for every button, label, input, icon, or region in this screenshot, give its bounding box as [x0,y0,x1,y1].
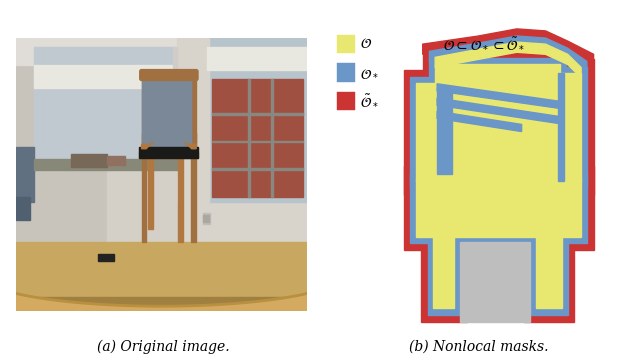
Bar [212,168,303,170]
Bar [173,47,177,165]
FancyBboxPatch shape [140,70,198,81]
Polygon shape [429,36,587,78]
Bar [191,74,196,147]
Polygon shape [141,142,152,149]
Bar [428,235,460,314]
Bar [207,47,307,70]
Polygon shape [437,111,522,131]
Bar [524,235,575,322]
Bar [421,235,467,322]
Bar [16,38,307,65]
Bar [212,79,303,197]
Bar [536,235,562,309]
Bar [337,92,355,110]
Polygon shape [185,142,196,149]
Bar [141,74,146,147]
Bar [107,156,125,165]
Bar [530,235,568,314]
Bar [416,179,581,237]
Text: (a) Original image.: (a) Original image. [97,339,230,354]
FancyBboxPatch shape [143,77,191,148]
Bar [429,58,566,187]
Bar [141,133,146,242]
Bar [212,140,303,142]
Polygon shape [435,42,581,78]
Bar [98,254,115,261]
Bar [404,70,450,195]
Bar [16,297,307,311]
Bar [558,73,581,182]
Bar [34,159,180,170]
Bar [139,147,198,158]
Bar [558,73,564,182]
Bar [435,65,560,182]
Bar [552,66,587,187]
Bar [437,88,452,174]
Text: $\tilde{\mathcal{O}}_*$: $\tilde{\mathcal{O}}_*$ [360,93,379,109]
Bar [204,215,209,223]
Bar [107,165,180,311]
Bar [16,197,29,220]
Bar [139,152,198,158]
Bar [545,60,594,195]
Text: (b) Nonlocal masks.: (b) Nonlocal masks. [409,340,548,354]
Text: $\mathcal{O} \subset \mathcal{O}_* \subset \tilde{\mathcal{O}}_*$: $\mathcal{O} \subset \mathcal{O}_* \subs… [443,37,525,52]
Bar [16,147,34,201]
Bar [202,213,210,224]
Bar [16,165,107,311]
Text: $\mathcal{O}$: $\mathcal{O}$ [360,37,372,51]
Bar [34,47,175,165]
Polygon shape [423,29,594,78]
Bar [410,173,587,243]
Bar [148,156,152,229]
Bar [70,154,107,167]
Bar [337,35,355,53]
Bar [410,77,443,187]
Bar [177,38,209,201]
Bar [416,83,437,182]
Bar [460,242,530,322]
Bar [337,64,355,82]
Bar [404,166,594,250]
Bar [433,235,454,309]
Polygon shape [437,84,558,108]
Bar [207,38,307,201]
Bar [16,38,107,311]
Bar [16,242,307,311]
Bar [248,79,250,197]
Bar [34,65,175,88]
Text: $\mathcal{O}_*$: $\mathcal{O}_*$ [360,66,379,79]
Bar [191,133,196,242]
Bar [423,51,573,195]
Bar [212,113,303,115]
Polygon shape [437,98,558,123]
Bar [271,79,273,197]
Polygon shape [0,274,344,311]
Bar [178,156,184,242]
